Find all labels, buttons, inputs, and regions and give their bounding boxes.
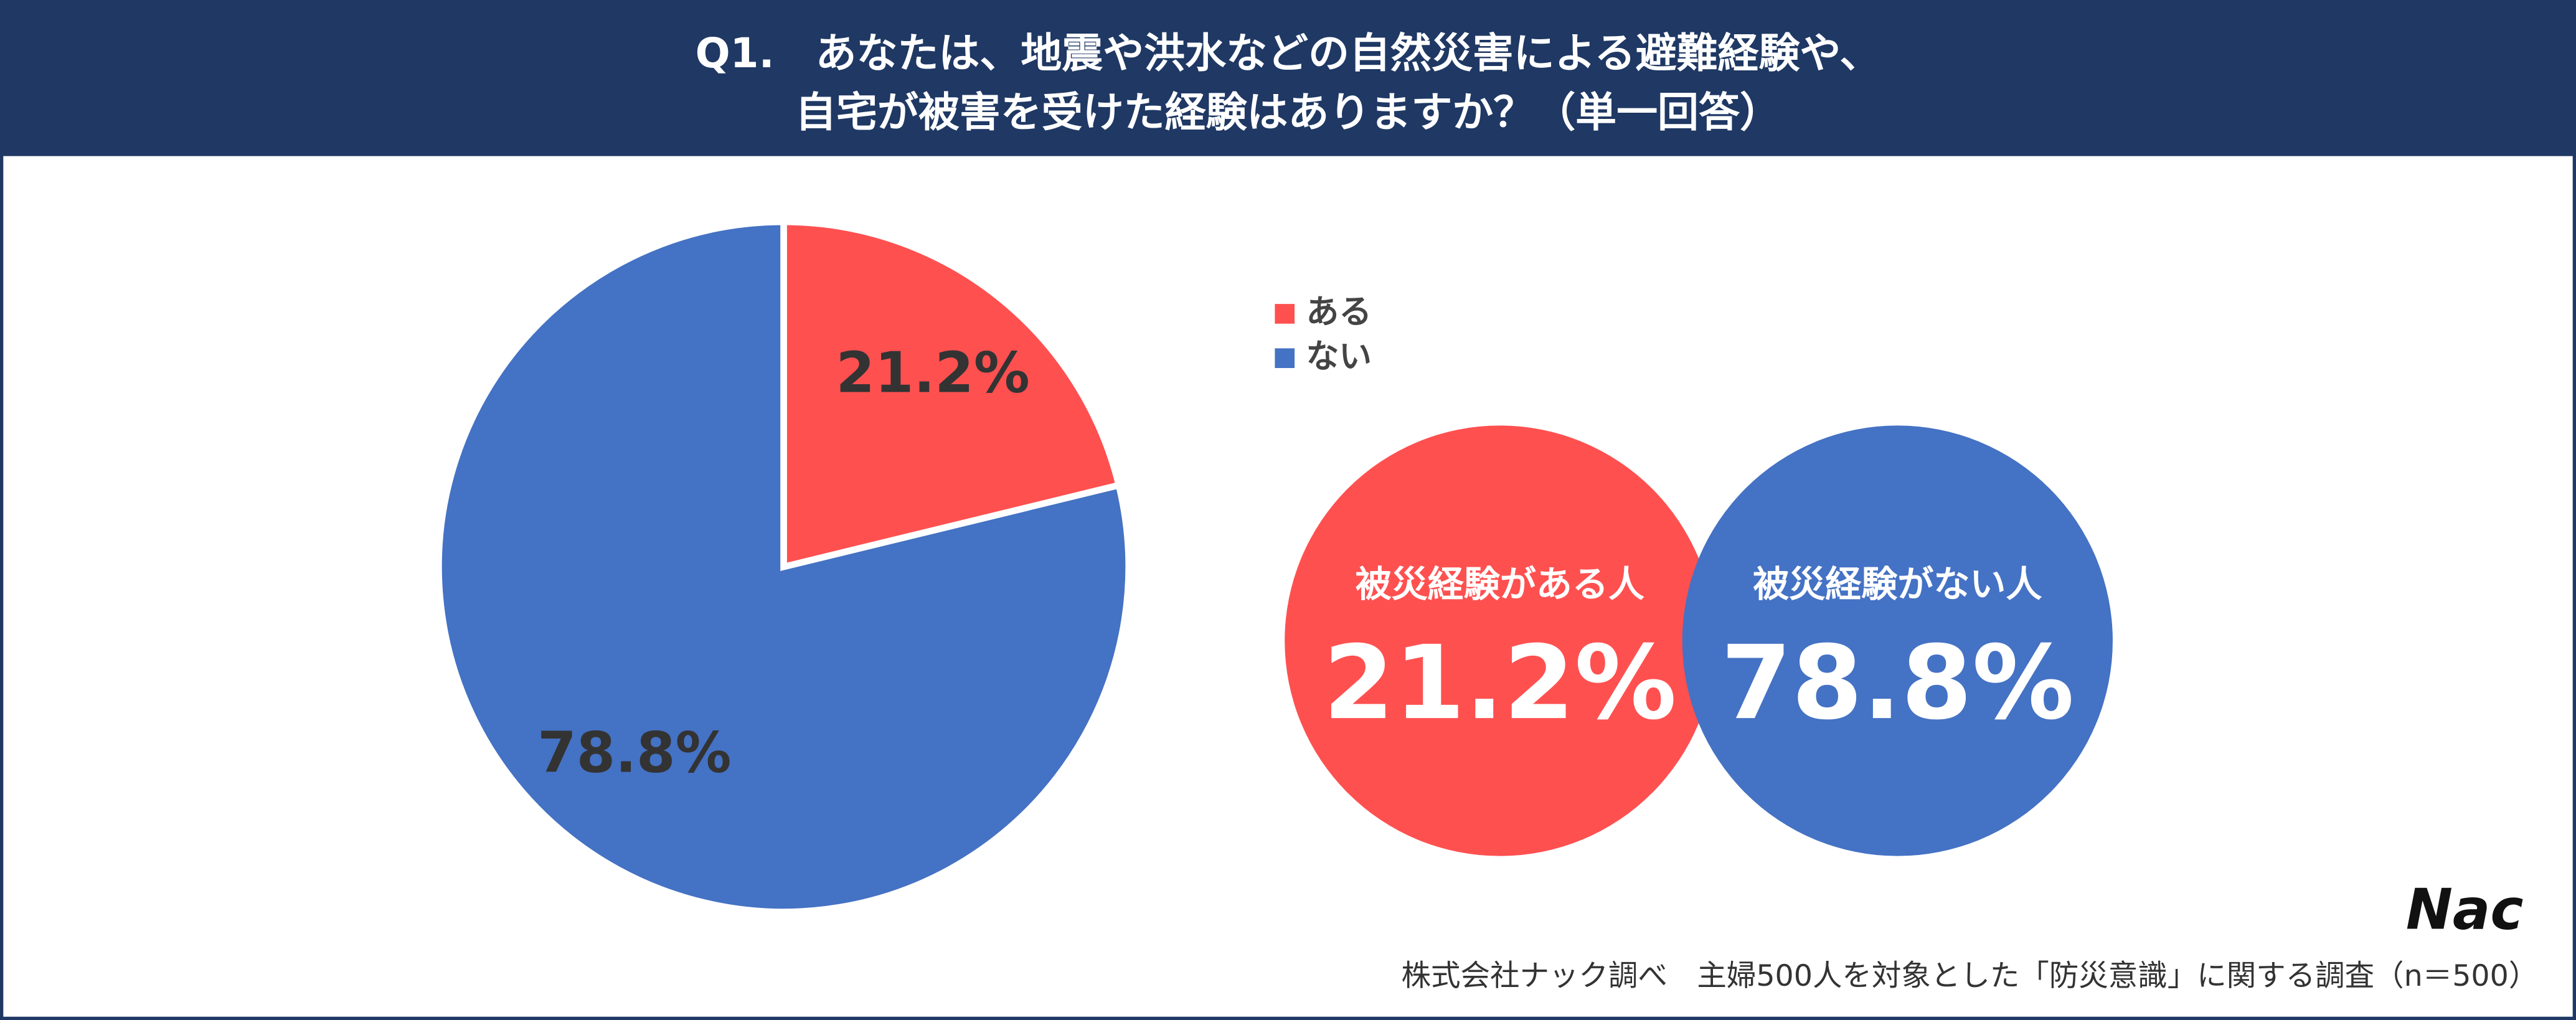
chart-title: 自宅が被害を受けた経験はありますか？（単一回答） xyxy=(795,88,1781,136)
callout-value: 21.2% xyxy=(1323,623,1676,742)
callout-bubble xyxy=(1682,425,2113,856)
callout-value: 78.8% xyxy=(1721,623,2074,742)
pie-slice xyxy=(780,218,1123,572)
callout-label: 被災経験がない人 xyxy=(1753,563,2042,605)
callout-bubble xyxy=(1285,425,1715,856)
data-label: 78.8% xyxy=(537,721,731,786)
chart-title: Q1. あなたは、地震や洪水などの自然災害による避難経験や、 xyxy=(696,29,1881,77)
callout-label: 被災経験がある人 xyxy=(1356,563,1644,605)
source-note: 株式会社ナック調べ 主婦500人を対象とした「防災意識」に関する調査（n＝500… xyxy=(1402,959,2539,993)
legend-label: ある xyxy=(1306,293,1372,331)
data-label: 21.2% xyxy=(836,341,1030,406)
logo: Nac xyxy=(2406,877,2524,942)
legend-label: ない xyxy=(1306,338,1372,375)
legend-swatch xyxy=(1275,348,1295,369)
legend-swatch xyxy=(1275,304,1295,324)
header-band xyxy=(0,0,2576,156)
pie-slice xyxy=(435,218,1132,915)
